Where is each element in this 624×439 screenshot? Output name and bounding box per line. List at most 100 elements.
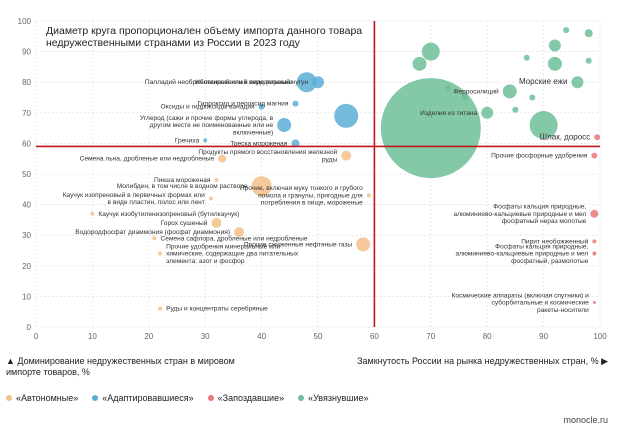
x-axis-label: Замкнутость России на рынка недружествен…: [357, 356, 608, 366]
bubble-uvyazshie: [502, 84, 517, 99]
bubble-uvyazshie: [523, 54, 530, 61]
legend-swatch: [6, 395, 12, 401]
point-label: Каучук изобутиленизопреновый (бутилкаучу…: [98, 210, 239, 218]
legend-swatch: [207, 395, 214, 401]
bubble-uvyazshie: [380, 78, 481, 179]
y-tick-label: 20: [22, 262, 31, 271]
x-tick-label: 70: [426, 332, 435, 341]
point-label: Прочие удобрения минеральные или химическ…: [166, 242, 299, 265]
point-label: Фосфаты кальция природные, алюминиево-кал…: [453, 204, 586, 226]
x-tick-label: 60: [370, 332, 379, 341]
point-label: Палладий необработанный или в виде порош…: [145, 78, 293, 86]
bubble-uvyazshie: [585, 57, 592, 64]
bubble-zapozdavshie: [590, 209, 599, 218]
point-label: Прочие сжиженные нефтяные газы: [244, 241, 353, 248]
point-label: Ферросилиций: [453, 87, 499, 95]
point-label: Прочие фосфорные удобрения: [491, 152, 588, 160]
x-tick-label: 90: [539, 332, 548, 341]
point-label: Горох сушеный: [161, 219, 208, 227]
point-label: Гречиха: [175, 137, 200, 144]
legend: «Автономные» «Адаптировавшиеся» «Запозда…: [6, 393, 369, 403]
x-tick-label: 10: [88, 332, 97, 341]
bubble-avtonomnye: [90, 211, 95, 216]
source-label: monocle.ru: [563, 415, 608, 425]
point-label: Молибден, в том числе в водном растворе: [117, 182, 248, 190]
bubble-avtonomnye: [214, 178, 219, 183]
bubble-uvyazshie: [461, 94, 468, 101]
bubble-uvyazshie: [512, 106, 519, 113]
bubble-adaptirovavshiesya: [292, 100, 299, 107]
x-tick-label: 80: [483, 332, 492, 341]
y-tick-label: 100: [18, 17, 32, 26]
x-tick-label: 20: [144, 332, 153, 341]
bubble-avtonomnye: [251, 176, 272, 197]
point-label: Семена льна, дробленые или недробленые: [80, 155, 215, 163]
point-label: Нелегированный передельный чугун: [195, 78, 308, 86]
bubble-uvyazshie: [584, 29, 593, 38]
bubble-uvyazshie: [481, 106, 494, 119]
legend-label: «Увязнувшие»: [308, 393, 369, 403]
legend-label: «Запоздавшие»: [217, 393, 285, 403]
bubble-uvyazshie: [444, 85, 451, 92]
bubble-avtonomnye: [356, 237, 371, 252]
point-label: Фосфаты кальция природные, алюминиево-кал…: [455, 243, 588, 265]
point-label: Прочие, включая муку тонкого и грубого по…: [240, 184, 363, 207]
bubble-avtonomnye: [366, 193, 371, 198]
point-label: Продукты прямого восстановления железной…: [198, 148, 337, 163]
legend-item-zapozdavshie: «Запоздавшие»: [207, 393, 285, 403]
bubble-zapozdavshie: [592, 301, 596, 305]
bubble-zapozdavshie: [592, 251, 597, 256]
bubble-uvyazshie: [571, 76, 584, 89]
x-tick-label: 0: [34, 332, 39, 341]
bubble-zapozdavshie: [591, 152, 598, 159]
legend-label: «Автономные»: [16, 393, 79, 403]
y-tick-label: 10: [22, 292, 31, 301]
chart-title: Диаметр круга пропорционален объему импо…: [46, 25, 363, 49]
bubble-adaptirovavshiesya: [203, 138, 208, 143]
bubble-uvyazshie: [529, 94, 536, 101]
y-tick-label: 30: [22, 231, 31, 240]
point-label: Гидроксид и пероксид магния: [198, 101, 289, 108]
point-label: Пирит необожженный: [521, 237, 588, 245]
x-tick-label: 50: [314, 332, 323, 341]
bubble-avtonomnye: [234, 227, 245, 238]
point-label: Каучук изопреновый в первичных формах ил…: [63, 191, 205, 206]
point-label: Пикша мороженая: [154, 177, 211, 184]
y-axis-label: ▲ Доминирование недружественных стран в …: [6, 356, 235, 377]
legend-swatch: [92, 395, 99, 401]
bubble-uvyazshie: [547, 56, 562, 71]
point-label: Шлак, доросс: [540, 132, 590, 141]
legend-item-avtonomnye: «Автономные»: [6, 393, 78, 403]
point-label: Треска мороженая: [230, 140, 288, 147]
bubble-adaptirovavshiesya: [312, 76, 324, 89]
y-tick-label: 70: [22, 109, 31, 118]
bubble-avtonomnye: [208, 196, 213, 201]
bubble-adaptirovavshiesya: [258, 103, 265, 110]
x-tick-label: 30: [201, 332, 210, 341]
bubble-avtonomnye: [158, 251, 163, 256]
x-tick-label: 100: [593, 332, 607, 341]
y-tick-label: 80: [22, 78, 31, 87]
bubble-adaptirovavshiesya: [334, 103, 359, 128]
y-tick-label: 90: [22, 48, 31, 57]
bubble-uvyazshie: [421, 42, 440, 61]
bubble-uvyazshie: [529, 111, 558, 140]
legend-item-adaptirovavshiesya: «Адаптировавшиеся»: [92, 393, 194, 403]
point-label: Семена сафлора, дробленые или недроблены…: [160, 234, 307, 242]
y-tick-label: 60: [22, 139, 31, 148]
point-label: Углерод (сажи и прочие формы углерода, в…: [140, 115, 274, 137]
point-label: Изделия из титана: [420, 110, 477, 117]
bubble-adaptirovavshiesya: [277, 118, 292, 133]
bubble-zapozdavshie: [592, 239, 597, 244]
point-label: Водородфосфат диаммония (фосфат диаммони…: [75, 229, 230, 236]
point-label: Оксиды и гидроксиды ванадия: [160, 104, 255, 111]
legend-label: «Адаптировавшиеся»: [102, 393, 194, 403]
point-label: Морские ежи: [519, 77, 567, 86]
point-label: Космические аппараты (включая спутники) …: [452, 292, 590, 314]
bubble-adaptirovavshiesya: [296, 72, 317, 93]
bubble-uvyazshie: [412, 56, 427, 71]
bubble-avtonomnye: [218, 154, 227, 163]
legend-item-uvyazshie: «Увязнувшие»: [298, 393, 369, 403]
bubble-uvyazshie: [563, 27, 570, 34]
